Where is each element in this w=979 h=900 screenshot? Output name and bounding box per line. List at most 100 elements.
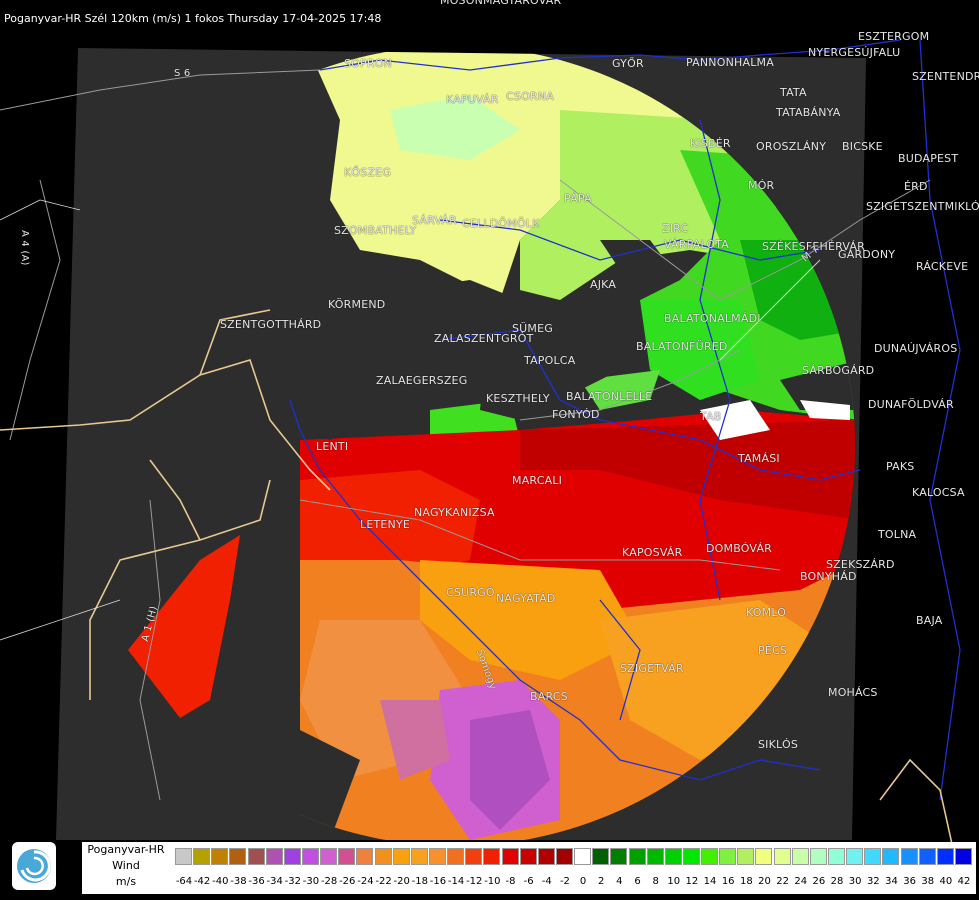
legend-swatch [410,848,428,865]
city-label-gardony: GÁRDONY [838,248,896,261]
legend-swatch [737,848,755,865]
legend-tick-label: 0 [579,876,587,887]
legend-swatch [574,848,592,865]
city-label-mor: MÓR [748,179,775,192]
legend-tick-label: 42 [957,876,971,887]
legend-swatch [828,848,846,865]
legend-swatch [211,848,229,865]
legend-swatch [229,848,247,865]
road-label-s6: S 6 [174,68,191,79]
city-label-szigetszentmiklos: SZIGETSZENTMIKLÓS [866,200,979,213]
city-label-nyergesujfalu: NYERGESÚJFALU [808,46,901,59]
city-label-kalocsa: KALOCSA [912,486,965,499]
city-label-sumeg: SÜMEG [512,322,553,335]
city-label-zalaegerszeg: ZALAEGERSZEG [376,374,468,387]
legend-tick-label: 10 [667,876,681,887]
city-label-keszthely: KESZTHELY [486,392,550,405]
legend-tick-label: 18 [739,876,753,887]
legend-swatch [628,848,646,865]
city-label-szentgotthard: SZENTGOTTHÁRD [220,318,322,331]
legend-tick-label: 4 [616,876,623,887]
city-label-letenye: LETENYE [360,518,411,531]
legend-tick-label: -22 [375,876,392,887]
legend-swatch [501,848,519,865]
legend-swatch [555,848,573,865]
city-label-nagyatad: NAGYATÁD [496,592,556,605]
legend-swatch [338,848,356,865]
legend-swatch [791,848,809,865]
city-label-sarbogard: SÁRBOGÁRD [802,364,875,377]
city-label-kisber: KISBÉR [690,137,731,150]
legend-swatch [719,848,737,865]
legend-swatch [592,848,610,865]
legend-tick-label: 2 [598,876,605,887]
legend-swatch [936,848,954,865]
legend-title: Poganyvar-HR Wind m/s [82,844,170,888]
legend-tick-label: 32 [866,876,880,887]
west-echo [128,535,240,718]
legend-swatch [664,848,682,865]
legend-swatch [755,848,773,865]
city-label-szekszard: SZEKSZÁRD [826,558,895,571]
legend-tick-label: -18 [411,876,428,887]
legend-swatch [193,848,211,865]
legend-tick-label: -8 [505,876,516,887]
legend-tick-label: 38 [921,876,935,887]
city-label-gyor: GYŐR [612,57,644,70]
city-label-tatabanya: TATABÁNYA [776,106,841,119]
city-label-szigetvar: SZIGETVÁR [620,662,684,675]
city-label-sarvar: SÁRVÁR [412,214,457,227]
legend-unit: m/s [115,875,137,888]
city-label-szombathely: SZOMBATHELY [334,224,417,237]
legend-swatch [428,848,446,865]
city-label-zirc: ZIRC [662,222,689,235]
legend-swatch [900,848,918,865]
road-label-a4: A 4 (A) [19,230,30,266]
legend-tick-label: 6 [634,876,641,887]
country-borders [0,309,961,881]
legend-swatch [610,848,628,865]
legend-tick-label: -14 [447,876,465,887]
city-label-csorna: CSORNA [506,90,554,103]
legend-tick-label: -12 [466,876,483,887]
legend-tick-label: -38 [230,876,247,887]
borders [289,39,961,801]
legend-tick-label: -2 [559,876,570,887]
city-label-varpalota: VÁRPALOTA [664,238,730,251]
wind-legend: Poganyvar-HR Wind m/s -64 -42 -40 -38 -36 -34… [82,842,976,894]
legend-tick-label: 40 [939,876,953,887]
city-label-tolna: TOLNA [878,528,917,541]
city-label-paks: PAKS [886,460,915,473]
city-label-sopron: SOPRON [344,57,393,70]
city-label-nagykanizsa: NAGYKANIZSA [414,506,495,519]
radar-echoes [240,48,855,840]
city-label-pecs: PÉCS [758,644,788,657]
legend-swatch [356,848,374,865]
legend-swatch [301,848,319,865]
legend-swatch [247,848,265,865]
legend-tick-label: 36 [903,876,916,887]
legend-tick-label: -34 [266,876,283,887]
city-label-balatonfured: BALATONFÜRED [636,340,728,353]
city-label-esztergom: ESZTERGOM [858,30,930,43]
legend-swatch [864,848,882,865]
legend-swatch [519,848,537,865]
city-label-dunafoldvar: DUNAFÖLDVÁR [868,398,954,411]
legend-tick-label: -24 [357,876,374,887]
legend-tick-label: 34 [885,876,898,887]
legend-tick-label: 20 [758,876,771,887]
legend-tick-label: 22 [776,876,789,887]
omsz-logo [12,842,56,890]
legend-tick-label: 28 [830,876,844,887]
legend-tick-label: -40 [212,876,229,887]
city-label-kapuvar: KAPUVÁR [446,93,499,106]
legend-swatch [773,848,791,865]
city-label-siklos: SIKLÓS [758,738,799,751]
legend-swatch [809,848,827,865]
city-label-marcali: MARCALI [512,474,563,487]
legend-tick-label: -64 [175,876,193,887]
city-label-tamasi: TAMÁSI [738,452,780,465]
legend-tick-label: -20 [393,876,410,887]
legend-swatch [465,848,483,865]
